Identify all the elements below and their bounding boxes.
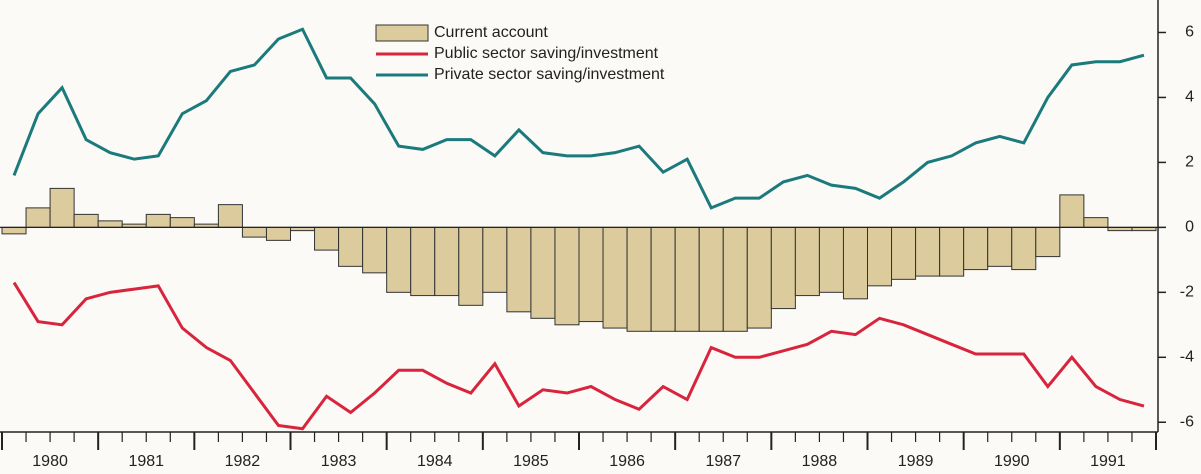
y-tick-label: -4	[1180, 349, 1194, 366]
x-tick-label: 1981	[128, 453, 164, 470]
x-tick-label: 1991	[1090, 453, 1126, 470]
legend-label: Public sector saving/investment	[434, 45, 659, 62]
bar	[891, 226, 917, 280]
line	[12, 281, 1145, 431]
y-tick-label: 4	[1185, 89, 1194, 106]
bar	[650, 226, 676, 332]
bar	[867, 226, 893, 287]
bar	[770, 226, 796, 310]
bar	[602, 226, 628, 329]
bar	[674, 226, 700, 332]
bar	[1083, 217, 1109, 228]
bar	[818, 226, 844, 293]
bar	[1059, 194, 1085, 228]
x-tick-label: 1984	[417, 453, 453, 470]
bar	[49, 187, 75, 228]
x-tick-label: 1988	[802, 453, 838, 470]
bar	[1, 226, 27, 235]
x-tick-label: 1986	[609, 453, 645, 470]
y-tick-label: 0	[1185, 219, 1194, 236]
bar	[1035, 226, 1061, 258]
bar	[1011, 226, 1037, 271]
bar	[338, 226, 364, 267]
x-tick-label: 1989	[898, 453, 934, 470]
y-tick-label: 6	[1185, 24, 1194, 41]
bar	[746, 226, 772, 329]
bar	[842, 226, 868, 300]
x-tick-label: 1985	[513, 453, 549, 470]
bar	[314, 226, 340, 251]
bar	[362, 226, 388, 274]
bar	[626, 226, 652, 332]
bar	[265, 226, 292, 241]
line	[12, 27, 1145, 210]
bar	[145, 213, 171, 228]
bar	[458, 226, 484, 306]
bar	[410, 226, 436, 297]
bar	[915, 226, 941, 277]
legend-label: Private sector saving/investment	[434, 66, 665, 83]
bar	[554, 226, 580, 326]
legend-label: Current account	[434, 24, 548, 41]
bar	[386, 226, 412, 293]
bar	[794, 226, 820, 297]
x-tick-label: 1990	[994, 453, 1030, 470]
bar	[25, 207, 51, 228]
bar	[578, 226, 604, 323]
bar	[963, 226, 989, 271]
bar	[698, 226, 724, 332]
bar	[169, 217, 195, 228]
x-tick-label: 1987	[705, 453, 741, 470]
bar	[482, 226, 508, 293]
bar	[506, 226, 532, 313]
bar	[987, 226, 1013, 267]
bar	[97, 220, 123, 228]
bar	[530, 226, 556, 319]
bar	[939, 226, 965, 277]
legend-swatch	[375, 24, 429, 42]
bar	[217, 204, 243, 228]
x-tick-label: 1983	[321, 453, 357, 470]
y-tick-label: -2	[1180, 284, 1194, 301]
bar	[73, 213, 99, 228]
y-tick-label: 2	[1185, 154, 1194, 171]
y-tick-label: -6	[1180, 413, 1194, 430]
x-tick-label: 1982	[225, 453, 261, 470]
bar	[722, 226, 748, 332]
bar	[434, 226, 460, 297]
bar	[241, 226, 267, 238]
x-tick-label: 1980	[32, 453, 68, 470]
